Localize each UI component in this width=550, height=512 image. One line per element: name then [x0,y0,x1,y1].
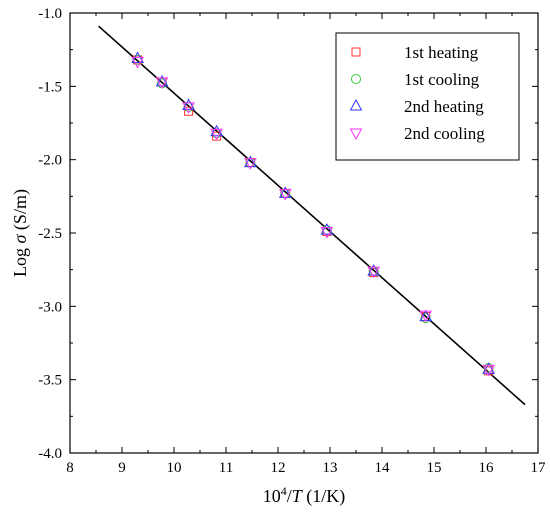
y-tick-label: -4.0 [38,446,62,462]
data-points [131,51,495,377]
data-point [367,264,381,276]
data-point [210,124,223,137]
y-tick-label: -1.0 [38,6,62,22]
data-point [320,227,334,239]
legend-marker [349,98,363,111]
data-point [419,310,433,323]
axis-ticks [69,12,539,454]
data-point [155,77,169,89]
data-point [482,362,495,374]
y-tick-label: -2.5 [38,226,62,242]
data-point [184,106,194,116]
legend-label: 1st heating [404,43,479,62]
legend-marker [351,74,361,84]
x-tick-label: 8 [66,460,74,476]
data-point [155,74,169,87]
legend-label: 1st cooling [404,70,480,89]
data-point [483,362,494,373]
x-tick-label: 12 [271,460,286,476]
legend-box [335,32,520,161]
x-tick-label: 9 [118,460,126,476]
data-point [278,188,292,201]
x-tick-label: 15 [427,460,442,476]
data-point [482,364,495,377]
legend-label: 2nd heating [404,97,484,116]
x-tick-label: 11 [219,460,233,476]
legend-marker [351,47,361,57]
data-point [367,266,381,279]
x-tick-label: 16 [479,460,495,476]
data-point [131,56,144,69]
series-4 [131,56,495,377]
legend-label: 2nd cooling [404,124,485,143]
y-tick-label: -3.0 [38,299,62,315]
fit-line [98,25,526,406]
x-axis-title: 104/T (1/K) [263,484,346,507]
data-point [182,98,195,110]
legend-marker [349,128,363,141]
axis-tick-labels: 8 9 10 11 12 13 14 15 16 17 -4.0 -3.5 -3.0 -2.5 -2.0 -1… [38,6,546,476]
data-point [182,102,195,114]
y-axis-title: Log σ (S/m) [10,189,31,277]
x-tick-label: 13 [323,460,338,476]
y-tick-label: -3.5 [38,373,62,389]
y-tick-label: -2.0 [38,153,62,169]
legend: 1st heating 1st cooling 2nd heating 2nd coo… [335,32,520,161]
data-point [244,155,257,168]
y-tick-label: -1.5 [38,79,62,95]
data-point [278,186,292,198]
data-point [210,128,223,141]
data-point [244,158,257,170]
data-point [320,223,334,235]
x-tick-label: 17 [531,460,547,476]
x-tick-label: 14 [375,460,391,476]
x-tick-label: 10 [167,460,182,476]
